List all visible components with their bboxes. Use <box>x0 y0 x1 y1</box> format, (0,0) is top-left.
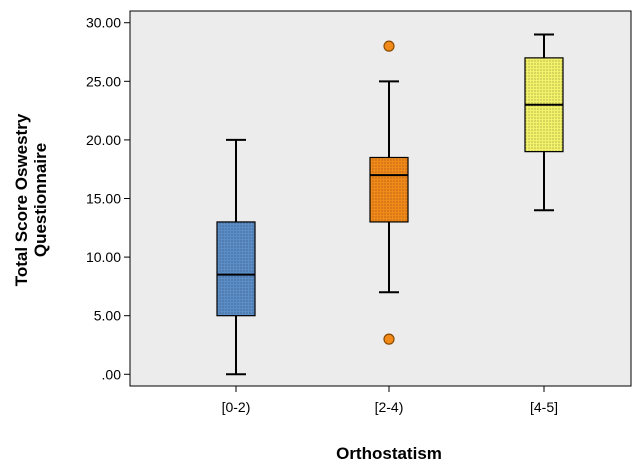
y-tick-label: 5.00 <box>94 308 121 324</box>
outlier-point <box>383 333 395 345</box>
y-tick-label: .00 <box>102 366 122 382</box>
y-tick-label: 25.00 <box>86 73 121 89</box>
outlier-points <box>383 40 395 345</box>
x-axis-title: Orthostatism <box>336 444 442 463</box>
x-tick-label: [0-2) <box>222 399 251 415</box>
box-3 <box>524 33 564 212</box>
box-outline <box>369 156 409 223</box>
box-1 <box>216 138 256 376</box>
y-tick-label: 10.00 <box>86 249 121 265</box>
x-axis: [0-2) [2-4) [4-5] <box>222 386 558 415</box>
x-tick-label: [2-4) <box>375 399 404 415</box>
y-tick-label: 30.00 <box>86 15 121 31</box>
y-tick-label: 20.00 <box>86 132 121 148</box>
box-2 <box>369 80 409 294</box>
box-outline <box>216 221 256 317</box>
outlier-point <box>383 40 395 52</box>
y-axis-title-line-1: Total Score Oswestry <box>12 113 31 286</box>
y-axis-title-line-2: Questionnaire <box>31 143 50 257</box>
y-tick-label: 15.00 <box>86 191 121 207</box>
y-axis: .00 5.00 10.00 15.00 20.00 25.00 30.00 <box>86 15 130 382</box>
x-tick-label: [4-5] <box>530 399 558 415</box>
box-series <box>216 33 564 376</box>
